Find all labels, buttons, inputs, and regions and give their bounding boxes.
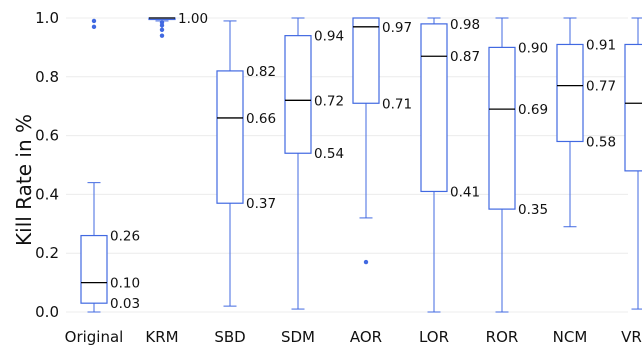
q1-label: 0.35 (518, 202, 548, 218)
box-group-krm: 1.00 (148, 11, 208, 38)
median-label: 0.66 (246, 111, 276, 127)
y-tick-label: 0.6 (35, 127, 59, 145)
box-group-ror: 0.90 0.69 0.35 (488, 17, 548, 313)
iqr-box (556, 43, 584, 143)
box-group-sdm: 0.94 0.72 0.54 (284, 17, 344, 310)
outlier-point (159, 20, 165, 25)
median-label: 0.87 (450, 49, 480, 65)
x-tick-label: LOR (419, 328, 449, 346)
iqr-box (216, 70, 244, 204)
x-tick-label: VRM (621, 328, 642, 346)
x-tick-label: NCM (553, 328, 588, 346)
q1-label: 0.71 (382, 96, 412, 112)
median-label: 0.72 (314, 93, 344, 109)
x-tick-label: AOR (350, 328, 382, 346)
q1-label: 0.37 (246, 196, 276, 212)
x-tick-label: Original (65, 328, 124, 346)
y-tick-label: 0.4 (35, 185, 59, 203)
x-tick-labels: Original KRM SBD SDM AOR LOR ROR NCM VRM (65, 328, 642, 346)
q1-label: 0.03 (110, 296, 140, 312)
y-tick-label: 0.8 (35, 68, 59, 86)
x-tick-label: SDM (281, 328, 315, 346)
q3-label: 0.91 (586, 37, 616, 53)
y-tick-label: 1.0 (35, 9, 59, 27)
outlier-point (91, 18, 97, 24)
box-group-original: 0.26 0.10 0.03 (80, 18, 140, 313)
box-series: 0.26 0.10 0.03 1.00 0.82 0.66 0.37 0.94 0.72 0.54… (80, 11, 642, 313)
median-label: 0.97 (382, 20, 412, 36)
outlier-point (159, 27, 165, 32)
y-axis-title: Kill Rate in % (12, 114, 36, 246)
q3-label: 0.94 (314, 29, 344, 45)
q3-label: 0.26 (110, 229, 140, 245)
iqr-box (420, 23, 448, 193)
x-tick-label: ROR (486, 328, 519, 346)
q1-label: 0.58 (586, 134, 616, 150)
box-group-aor: 0.97 0.71 (352, 17, 412, 265)
grid-lines (66, 17, 628, 313)
outlier-point (91, 24, 97, 30)
q3-label: 0.90 (518, 40, 548, 56)
box-group-sbd: 0.82 0.66 0.37 (216, 20, 276, 307)
q3-label: 0.98 (450, 17, 480, 33)
box-group-lor: 0.98 0.87 0.41 (420, 17, 480, 313)
iqr-box (624, 43, 642, 172)
median-label: 0.77 (586, 79, 616, 95)
x-tick-label: SBD (214, 328, 245, 346)
median-label: 0.69 (518, 102, 548, 118)
q3-label: 0.82 (246, 64, 276, 80)
q1-label: 0.54 (314, 146, 344, 162)
y-tick-label: 0.0 (35, 303, 59, 321)
y-tick-label: 0.2 (35, 244, 59, 262)
iqr-box (488, 46, 516, 210)
outlier-point (363, 259, 369, 265)
outlier-point (159, 33, 165, 38)
median-label: 0.10 (110, 276, 140, 292)
y-tick-labels: 0.0 0.2 0.4 0.6 0.8 1.0 (35, 9, 59, 321)
q1-label: 0.41 (450, 184, 480, 200)
iqr-box (352, 17, 380, 104)
median-label: 1.00 (178, 11, 208, 27)
iqr-box (80, 234, 108, 304)
box-group-ncm: 0.91 0.77 0.58 (556, 17, 616, 228)
x-tick-label: KRM (145, 328, 178, 346)
iqr-box (284, 35, 312, 154)
box-group-vrm: 0.910.710.48 (624, 17, 642, 310)
